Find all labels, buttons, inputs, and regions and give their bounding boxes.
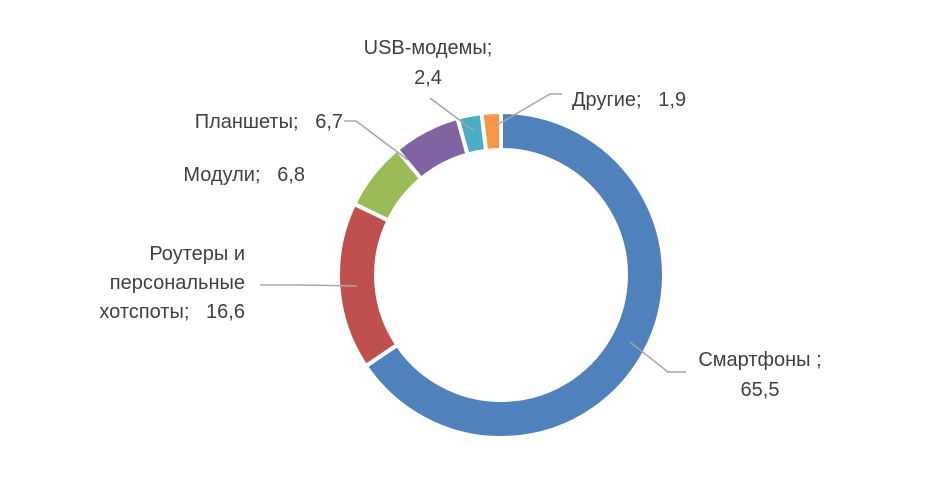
data-label: хотспоты; 16,6 <box>99 301 245 323</box>
data-label: Роутеры и <box>149 243 245 265</box>
data-label: Модули; 6,8 <box>183 164 305 186</box>
data-label: 65,5 <box>741 379 780 401</box>
data-label: Смартфоны ; <box>698 349 821 371</box>
leader-line <box>344 120 409 161</box>
leader-line <box>629 341 686 373</box>
data-label: Другие; 1,9 <box>572 89 686 111</box>
leader-line <box>496 93 562 126</box>
donut-slice <box>479 109 503 154</box>
data-label: USB-модемы; <box>364 37 493 59</box>
data-label: 2,4 <box>414 67 442 89</box>
data-label: персональные <box>110 272 245 294</box>
donut-slice <box>336 201 401 369</box>
data-label: Планшеты; 6,7 <box>195 111 343 133</box>
donut-slice <box>363 109 666 440</box>
leader-line <box>429 97 475 132</box>
leader-line <box>260 284 358 287</box>
